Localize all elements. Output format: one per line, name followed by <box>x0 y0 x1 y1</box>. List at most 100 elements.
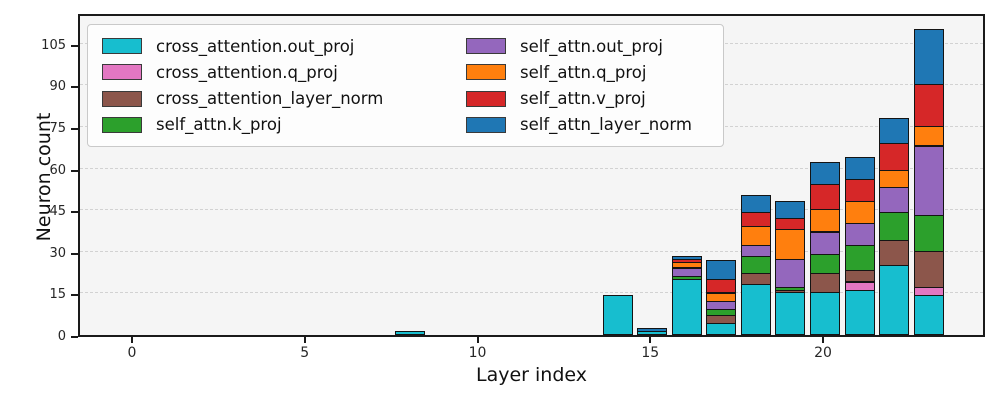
x-tick-label-20: 20 <box>814 345 832 361</box>
bar-segment-layer20-self_attn.out_proj <box>810 232 840 255</box>
y-tick-label-0: 0 <box>57 329 66 344</box>
legend-item-cross_attention.q_proj: cross_attention.q_proj <box>102 59 466 85</box>
bar-segment-layer22-self_attn.out_proj <box>879 187 909 213</box>
y-tick-label-90: 90 <box>49 79 66 95</box>
y-tick-mark <box>71 294 78 297</box>
bar-segment-layer18-self_attn_layer_norm <box>741 195 771 213</box>
y-tick-mark <box>71 44 78 47</box>
bar-segment-layer23-self_attn.k_proj <box>914 215 944 252</box>
bar-segment-layer21-self_attn.out_proj <box>845 223 875 246</box>
bar-segment-layer17-cross_attention_layer_norm <box>706 315 736 324</box>
legend-swatch-icon <box>466 38 506 55</box>
plot-area: cross_attention.out_proj cross_attention.… <box>78 14 985 337</box>
legend-item-cross_attention_layer_norm: cross_attention_layer_norm <box>102 86 466 112</box>
y-tick-label-30: 30 <box>49 245 66 261</box>
bar-segment-layer22-self_attn_layer_norm <box>879 118 909 144</box>
y-tick-label-105: 105 <box>41 37 66 53</box>
y-tick-mark <box>71 86 78 89</box>
bar-segment-layer20-cross_attention_layer_norm <box>810 273 840 293</box>
bar-segment-layer23-cross_attention.out_proj <box>914 295 944 335</box>
y-tick-mark <box>71 252 78 255</box>
bar-segment-layer17-cross_attention.out_proj <box>706 323 736 335</box>
legend-item-self_attn.k_proj: self_attn.k_proj <box>102 112 466 138</box>
legend-label: self_attn.k_proj <box>156 115 282 135</box>
legend-swatch-icon <box>102 90 142 107</box>
x-axis-label: Layer index <box>476 364 587 386</box>
legend-label: self_attn_layer_norm <box>520 115 692 135</box>
bar-segment-layer18-self_attn.k_proj <box>741 256 771 274</box>
bar-segment-layer15-self_attn_layer_norm <box>637 328 667 332</box>
x-tick-mark <box>131 337 133 343</box>
bar-segment-layer23-self_attn.q_proj <box>914 126 944 146</box>
legend-item-self_attn.q_proj: self_attn.q_proj <box>466 59 713 85</box>
y-tick-label-60: 60 <box>49 162 66 178</box>
bar-segment-layer20-self_attn_layer_norm <box>810 162 840 185</box>
bar-segment-layer23-cross_attention.q_proj <box>914 287 944 296</box>
bar-segment-layer17-self_attn.q_proj <box>706 293 736 302</box>
bar-segment-layer20-self_attn.k_proj <box>810 254 840 274</box>
x-tick-label-15: 15 <box>641 345 660 361</box>
y-tick-mark <box>71 169 78 172</box>
bar-segment-layer20-self_attn.q_proj <box>810 209 840 232</box>
bar-segment-layer23-self_attn_layer_norm <box>914 29 944 85</box>
bar-segment-layer17-self_attn.k_proj <box>706 309 736 316</box>
legend-swatch-icon <box>466 116 506 133</box>
gridline-y-60 <box>80 167 983 169</box>
bar-segment-layer18-self_attn.out_proj <box>741 245 771 257</box>
bar-segment-layer22-self_attn.q_proj <box>879 170 909 188</box>
y-tick-mark <box>71 128 78 131</box>
bar-segment-layer21-self_attn.k_proj <box>845 245 875 271</box>
bar-segment-layer14-cross_attention.out_proj <box>603 295 633 335</box>
legend-label: self_attn.v_proj <box>520 89 646 109</box>
bar-segment-layer19-self_attn.out_proj <box>775 259 805 288</box>
legend-label: self_attn.q_proj <box>520 62 647 82</box>
y-tick-label-75: 75 <box>49 121 66 137</box>
bar-segment-layer21-self_attn.q_proj <box>845 201 875 224</box>
legend-label: cross_attention_layer_norm <box>156 89 384 109</box>
bar-segment-layer17-self_attn_layer_norm <box>706 260 736 280</box>
x-tick-label-0: 0 <box>127 345 137 361</box>
legend-swatch-icon <box>102 116 142 133</box>
bar-segment-layer21-self_attn_layer_norm <box>845 157 875 180</box>
bar-segment-layer23-self_attn.out_proj <box>914 146 944 216</box>
legend-swatch-icon <box>466 90 506 107</box>
bar-segment-layer18-self_attn.q_proj <box>741 226 771 246</box>
y-tick-mark <box>71 336 78 338</box>
bar-segment-layer17-self_attn.out_proj <box>706 301 736 310</box>
bar-segment-layer16-self_attn.out_proj <box>672 268 702 277</box>
x-tick-mark <box>649 337 652 343</box>
bar-segment-layer8-cross_attention.out_proj <box>395 331 425 335</box>
bar-segment-layer21-cross_attention.out_proj <box>845 290 875 335</box>
legend-swatch-icon <box>466 64 506 81</box>
y-tick-mark <box>71 211 78 214</box>
x-tick-mark <box>822 337 824 343</box>
legend-item-self_attn.out_proj: self_attn.out_proj <box>466 33 713 59</box>
bar-segment-layer20-self_attn.v_proj <box>810 184 840 210</box>
legend-item-self_attn_layer_norm: self_attn_layer_norm <box>466 112 713 138</box>
x-tick-mark <box>303 337 306 343</box>
bar-segment-layer18-self_attn.v_proj <box>741 212 771 227</box>
bar-segment-layer22-cross_attention.out_proj <box>879 265 909 335</box>
bar-segment-layer19-self_attn.v_proj <box>775 218 805 230</box>
bar-segment-layer17-self_attn.v_proj <box>706 278 736 293</box>
y-tick-label-45: 45 <box>49 204 66 220</box>
bar-segment-layer16-cross_attention.out_proj <box>672 279 702 335</box>
legend-label: cross_attention.out_proj <box>156 36 355 56</box>
legend-item-self_attn.v_proj: self_attn.v_proj <box>466 86 713 112</box>
gridline-y-45 <box>80 209 983 211</box>
bar-segment-layer21-cross_attention_layer_norm <box>845 270 875 282</box>
bar-segment-layer19-cross_attention.out_proj <box>775 292 805 335</box>
bar-segment-layer20-cross_attention.out_proj <box>810 292 840 335</box>
chart-legend: cross_attention.out_proj cross_attention.… <box>87 24 724 147</box>
bar-segment-layer16-self_attn_layer_norm <box>672 256 702 260</box>
bar-segment-layer22-self_attn.k_proj <box>879 212 909 241</box>
bar-segment-layer21-cross_attention.q_proj <box>845 282 875 291</box>
legend-label: cross_attention.q_proj <box>156 62 338 82</box>
bar-segment-layer18-cross_attention_layer_norm <box>741 273 771 285</box>
x-tick-label-10: 10 <box>468 345 487 361</box>
bar-segment-layer22-cross_attention_layer_norm <box>879 240 909 266</box>
bar-segment-layer18-cross_attention.out_proj <box>741 284 771 335</box>
x-tick-label-5: 5 <box>300 345 310 361</box>
bar-segment-layer23-cross_attention_layer_norm <box>914 251 944 288</box>
